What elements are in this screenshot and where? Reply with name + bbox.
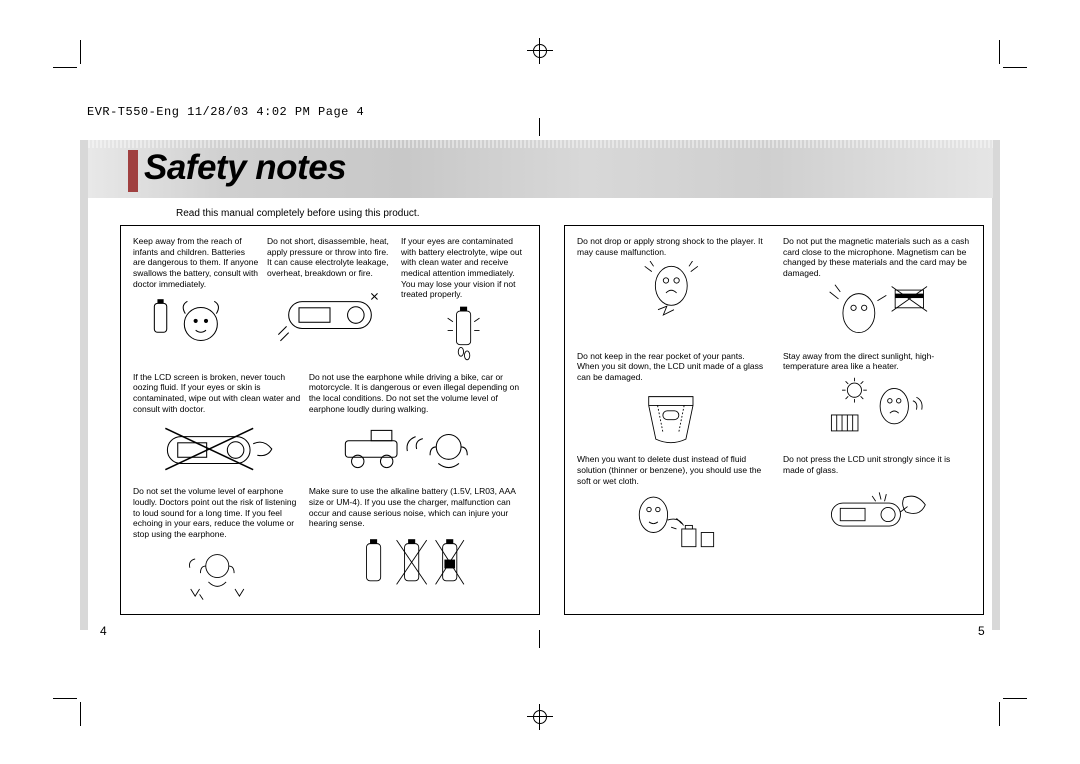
note-no-earphone-driving: Do not use the earphone while driving a … — [309, 372, 527, 481]
page-title: Safety notes — [144, 148, 346, 188]
page-5-frame: Do not drop or apply strong shock to the… — [564, 225, 984, 615]
note-volume-loud: Do not set the volume level of earphone … — [133, 486, 301, 605]
intro-text: Read this manual completely before using… — [176, 208, 419, 219]
doc-header: EVR-T550-Eng 11/28/03 4:02 PM Page 4 — [87, 105, 364, 119]
illus-driving-earphone — [309, 418, 527, 480]
illus-batteries — [309, 533, 527, 595]
illus-cleaning — [577, 490, 765, 552]
note-text: If the LCD screen is broken, never touch… — [133, 372, 301, 415]
note-text: Make sure to use the alkaline battery (1… — [309, 486, 527, 529]
illus-device-damage — [267, 283, 393, 345]
note-text: Keep away from the reach of infants and … — [133, 236, 259, 289]
note-text: Do not press the LCD unit strongly since… — [783, 454, 971, 475]
title-accent-bar — [128, 150, 138, 192]
illus-lcd-crossed — [133, 418, 301, 480]
page-number-right: 5 — [978, 624, 985, 638]
page-4-frame: Keep away from the reach of infants and … — [120, 225, 540, 615]
note-text: Do not set the volume level of earphone … — [133, 486, 301, 539]
page-edge-right — [992, 140, 1000, 630]
page-number-left: 4 — [100, 624, 107, 638]
note-no-short-fire: Do not short, disassemble, heat, apply p… — [267, 236, 393, 366]
illus-child-battery — [133, 293, 259, 355]
illus-press-lcd — [783, 480, 971, 542]
note-dust-cloth: When you want to delete dust instead of … — [577, 454, 765, 552]
illus-shock — [577, 261, 765, 323]
illus-sun-heater — [783, 376, 971, 438]
note-text: Do not use the earphone while driving a … — [309, 372, 527, 415]
note-no-drop: Do not drop or apply strong shock to the… — [577, 236, 765, 345]
note-text: Do not drop or apply strong shock to the… — [577, 236, 765, 257]
note-sunlight-heat: Stay away from the direct sunlight, high… — [783, 351, 971, 449]
note-text: When you want to delete dust instead of … — [577, 454, 765, 486]
note-text: If your eyes are contaminated with batte… — [401, 236, 527, 300]
note-alkaline-battery: Make sure to use the alkaline battery (1… — [309, 486, 527, 605]
note-eye-electrolyte: If your eyes are contaminated with batte… — [401, 236, 527, 366]
note-text: Do not put the magnetic materials such a… — [783, 236, 971, 279]
illus-pocket — [577, 386, 765, 448]
illus-magnetic-card — [783, 283, 971, 345]
page-edge-left — [80, 140, 88, 630]
note-text: Stay away from the direct sunlight, high… — [783, 351, 971, 372]
note-keep-away-children: Keep away from the reach of infants and … — [133, 236, 259, 366]
note-no-magnetic: Do not put the magnetic materials such a… — [783, 236, 971, 345]
illus-loud-volume — [133, 543, 301, 605]
note-no-press-lcd: Do not press the LCD unit strongly since… — [783, 454, 971, 552]
note-lcd-broken: If the LCD screen is broken, never touch… — [133, 372, 301, 481]
note-text: Do not keep in the rear pocket of your p… — [577, 351, 765, 383]
illus-battery-leak — [401, 304, 527, 366]
note-text: Do not short, disassemble, heat, apply p… — [267, 236, 393, 279]
note-rear-pocket: Do not keep in the rear pocket of your p… — [577, 351, 765, 449]
